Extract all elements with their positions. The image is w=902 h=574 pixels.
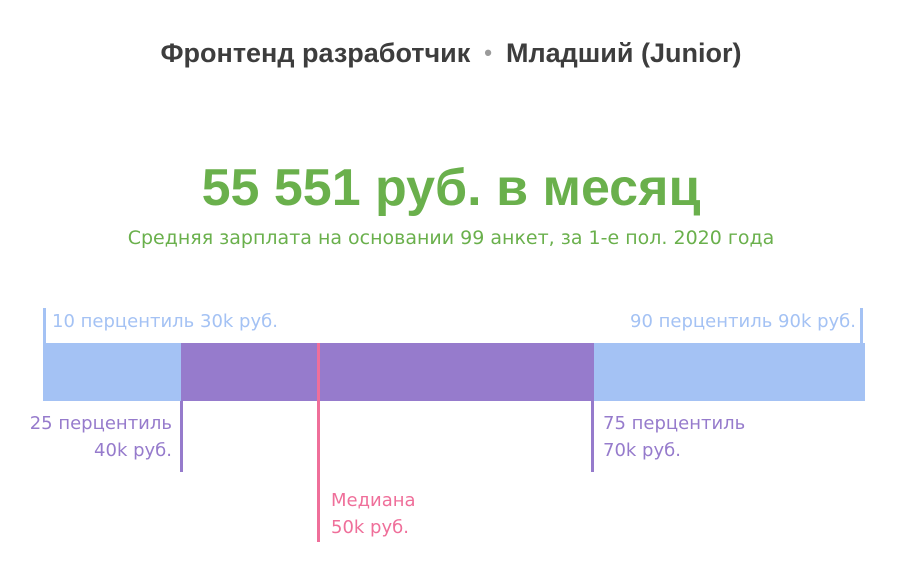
- p90-tick: [860, 308, 863, 343]
- average-salary: 55 551 руб. в месяц: [201, 159, 701, 217]
- p75-label: 75 перцентиль 70k руб.: [603, 410, 745, 464]
- page-title: Фронтенд разработчик • Младший (Junior): [0, 38, 902, 69]
- separator-dot-icon: •: [484, 40, 492, 65]
- median-label-name: Медиана: [331, 490, 416, 511]
- profession-title: Фронтенд разработчик: [160, 38, 471, 68]
- range-p10-p25: [43, 343, 181, 401]
- range-p25-p75: [181, 343, 594, 401]
- p90-label: 90 перцентиль 90k руб.: [630, 311, 856, 332]
- median-label: Медиана 50k руб.: [331, 487, 416, 541]
- salary-description: Средняя зарплата на основании 99 анкет, …: [127, 227, 775, 249]
- p25-label: 25 перцентиль 40k руб.: [30, 410, 172, 464]
- p75-tick: [591, 401, 594, 472]
- p10-tick: [43, 308, 46, 343]
- p75-label-name: 75 перцентиль: [603, 413, 746, 434]
- p25-tick: [180, 401, 183, 472]
- p10-label: 10 перцентиль 30k руб.: [52, 311, 278, 332]
- level-title: Младший (Junior): [506, 38, 742, 68]
- range-p75-p90: [594, 343, 865, 401]
- median-line: [317, 343, 320, 542]
- p25-label-value: 40k руб.: [94, 440, 172, 461]
- p25-label-name: 25 перцентиль: [29, 413, 172, 434]
- p75-label-value: 70k руб.: [603, 440, 681, 461]
- median-label-value: 50k руб.: [331, 517, 409, 538]
